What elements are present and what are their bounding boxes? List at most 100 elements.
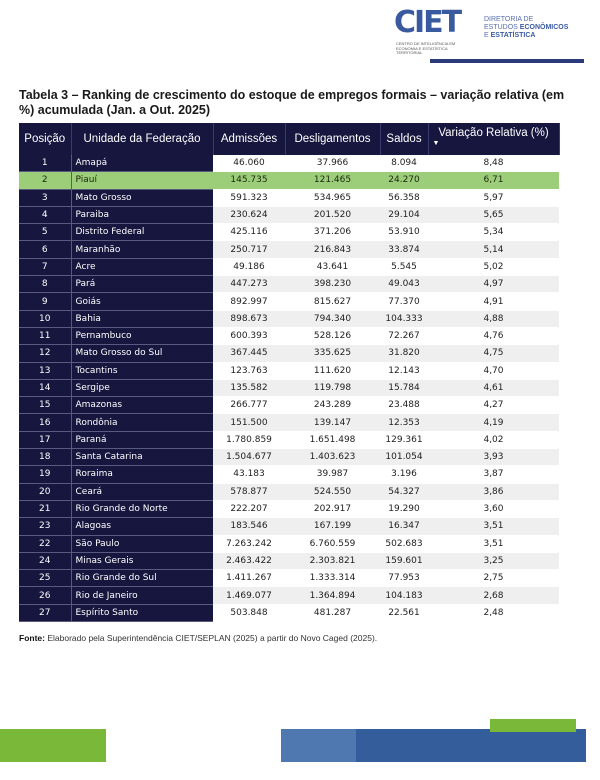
cell-desligamentos: 481.287	[285, 604, 380, 623]
cell-variacao: 3,25	[428, 552, 559, 571]
cell-admissoes: 503.848	[213, 604, 285, 623]
cell-uf: Sergipe	[70, 379, 213, 398]
source-label: Fonte:	[19, 633, 45, 643]
cell-posicao: 15	[19, 396, 71, 415]
column-header-admissoes[interactable]: Admissões	[213, 123, 286, 155]
table-row: 24 Minas Gerais 2.463.422 2.303.821 159.601 3…	[19, 552, 559, 571]
cell-uf: Espírito Santo	[70, 604, 213, 623]
directorate-line-2: ESTUDOS ECONÔMICOS	[484, 24, 568, 32]
cell-uf: Pará	[70, 275, 213, 294]
cell-variacao: 5,02	[428, 258, 559, 277]
cell-posicao: 7	[19, 258, 71, 277]
cell-uf: Amapá	[70, 155, 213, 173]
sort-descending-icon[interactable]: ▼	[432, 140, 440, 147]
cell-admissoes: 1.504.677	[213, 448, 285, 467]
cell-uf: Mato Grosso	[70, 189, 213, 207]
cell-admissoes: 2.463.422	[213, 552, 285, 571]
table-row: 13 Tocantins 123.763 111.620 12.143 4,70	[19, 362, 559, 380]
cell-variacao: 4,61	[428, 379, 559, 398]
table-row: 2 Piauí 145.735 121.465 24.270 6,71	[19, 171, 559, 190]
table-row: 12 Mato Grosso do Sul 367.445 335.625 31.820…	[19, 344, 559, 363]
cell-posicao: 27	[19, 604, 71, 623]
cell-variacao: 4,91	[428, 292, 559, 311]
cell-uf: Minas Gerais	[70, 552, 213, 571]
cell-uf: Pernambuco	[70, 327, 213, 346]
cell-saldos: 8.094	[380, 155, 428, 173]
cell-variacao: 5,14	[428, 240, 559, 259]
cell-saldos: 19.290	[380, 500, 428, 519]
cell-saldos: 22.561	[380, 604, 428, 623]
cell-posicao: 1	[19, 155, 71, 173]
cell-admissoes: 266.777	[213, 396, 285, 415]
table-row: 25 Rio Grande do Sul 1.411.267 1.333.314 77.…	[19, 569, 559, 588]
cell-variacao: 8,48	[428, 155, 559, 173]
column-header-desligamentos[interactable]: Desligamentos	[285, 123, 381, 155]
table-row: 6 Maranhão 250.717 216.843 33.874 5,14	[19, 240, 559, 259]
cell-posicao: 24	[19, 552, 71, 571]
table-row: 15 Amazonas 266.777 243.289 23.488 4,27	[19, 396, 559, 415]
cell-saldos: 159.601	[380, 552, 428, 571]
directorate-line-2b: ECONÔMICOS	[519, 24, 569, 31]
table-row: 4 Paraiba 230.624 201.520 29.104 5,65	[19, 206, 559, 225]
cell-saldos: 77.953	[380, 569, 428, 588]
cell-desligamentos: 139.147	[285, 413, 380, 432]
cell-desligamentos: 371.206	[285, 223, 380, 242]
column-header-uf[interactable]: Unidade da Federação	[71, 123, 214, 155]
table-title: Tabela 3 – Ranking de crescimento do est…	[19, 88, 565, 117]
cell-desligamentos: 216.843	[285, 240, 380, 259]
column-header-saldos[interactable]: Saldos	[380, 123, 429, 155]
cell-saldos: 54.327	[380, 483, 428, 501]
cell-saldos: 15.784	[380, 379, 428, 398]
cell-uf: Acre	[70, 258, 213, 277]
cell-admissoes: 1.780.859	[213, 431, 285, 450]
cell-uf: Rio Grande do Norte	[70, 500, 213, 519]
cell-desligamentos: 528.126	[285, 327, 380, 346]
footer-blue-bar	[356, 729, 586, 762]
cell-saldos: 53.910	[380, 223, 428, 242]
cell-desligamentos: 39.987	[285, 465, 380, 484]
cell-posicao: 22	[19, 535, 71, 553]
table-row: 19 Roraima 43.183 39.987 3.196 3,87	[19, 465, 559, 484]
cell-admissoes: 250.717	[213, 240, 285, 259]
cell-variacao: 3,86	[428, 483, 559, 501]
table-row: 27 Espírito Santo 503.848 481.287 22.561 2,48	[19, 604, 559, 623]
cell-desligamentos: 1.651.498	[285, 431, 380, 450]
cell-desligamentos: 202.917	[285, 500, 380, 519]
cell-desligamentos: 43.641	[285, 258, 380, 277]
column-header-posicao[interactable]: Posição	[19, 123, 72, 155]
cell-posicao: 14	[19, 379, 71, 398]
cell-posicao: 23	[19, 517, 71, 536]
table-row: 20 Ceará 578.877 524.550 54.327 3,86	[19, 483, 559, 501]
cell-posicao: 26	[19, 586, 71, 605]
table-row: 22 São Paulo 7.263.242 6.760.559 502.683 3,51	[19, 535, 559, 553]
table-body: 1 Amapá 46.060 37.966 8.094 8,48 2 Piauí 145.735…	[19, 155, 559, 623]
cell-variacao: 4,19	[428, 413, 559, 432]
logo-mark: CIET	[394, 5, 462, 40]
table-row: 11 Pernambuco 600.393 528.126 72.267 4,76	[19, 327, 559, 346]
cell-uf: Maranhão	[70, 240, 213, 259]
table-row: 23 Alagoas 183.546 167.199 16.347 3,51	[19, 517, 559, 536]
cell-desligamentos: 167.199	[285, 517, 380, 536]
table-row: 5 Distrito Federal 425.116 371.206 53.910 5,3…	[19, 223, 559, 242]
cell-variacao: 3,60	[428, 500, 559, 519]
cell-posicao: 6	[19, 240, 71, 259]
table-row: 9 Goiás 892.997 815.627 77.370 4,91	[19, 292, 559, 311]
cell-posicao: 13	[19, 362, 71, 380]
cell-desligamentos: 119.798	[285, 379, 380, 398]
cell-saldos: 104.183	[380, 586, 428, 605]
cell-admissoes: 892.997	[213, 292, 285, 311]
cell-desligamentos: 121.465	[285, 171, 380, 190]
cell-uf: Paraná	[70, 431, 213, 450]
table-row: 8 Pará 447.273 398.230 49.043 4,97	[19, 275, 559, 294]
cell-desligamentos: 398.230	[285, 275, 380, 294]
column-header-variacao[interactable]: Variação Relativa (%) ▼	[428, 123, 560, 155]
cell-variacao: 5,34	[428, 223, 559, 242]
cell-variacao: 6,71	[428, 171, 559, 190]
table-header-row: Posição Unidade da Federação Admissões D…	[19, 123, 560, 155]
cell-posicao: 18	[19, 448, 71, 467]
source-text: Elaborado pela Superintendência CIET/SEP…	[44, 633, 378, 643]
cell-posicao: 4	[19, 206, 71, 225]
cell-desligamentos: 243.289	[285, 396, 380, 415]
cell-uf: Amazonas	[70, 396, 213, 415]
logo-subtitle: CENTRO DE INTELIGÊNCIA EM ECONOMIA E EST…	[396, 41, 456, 55]
